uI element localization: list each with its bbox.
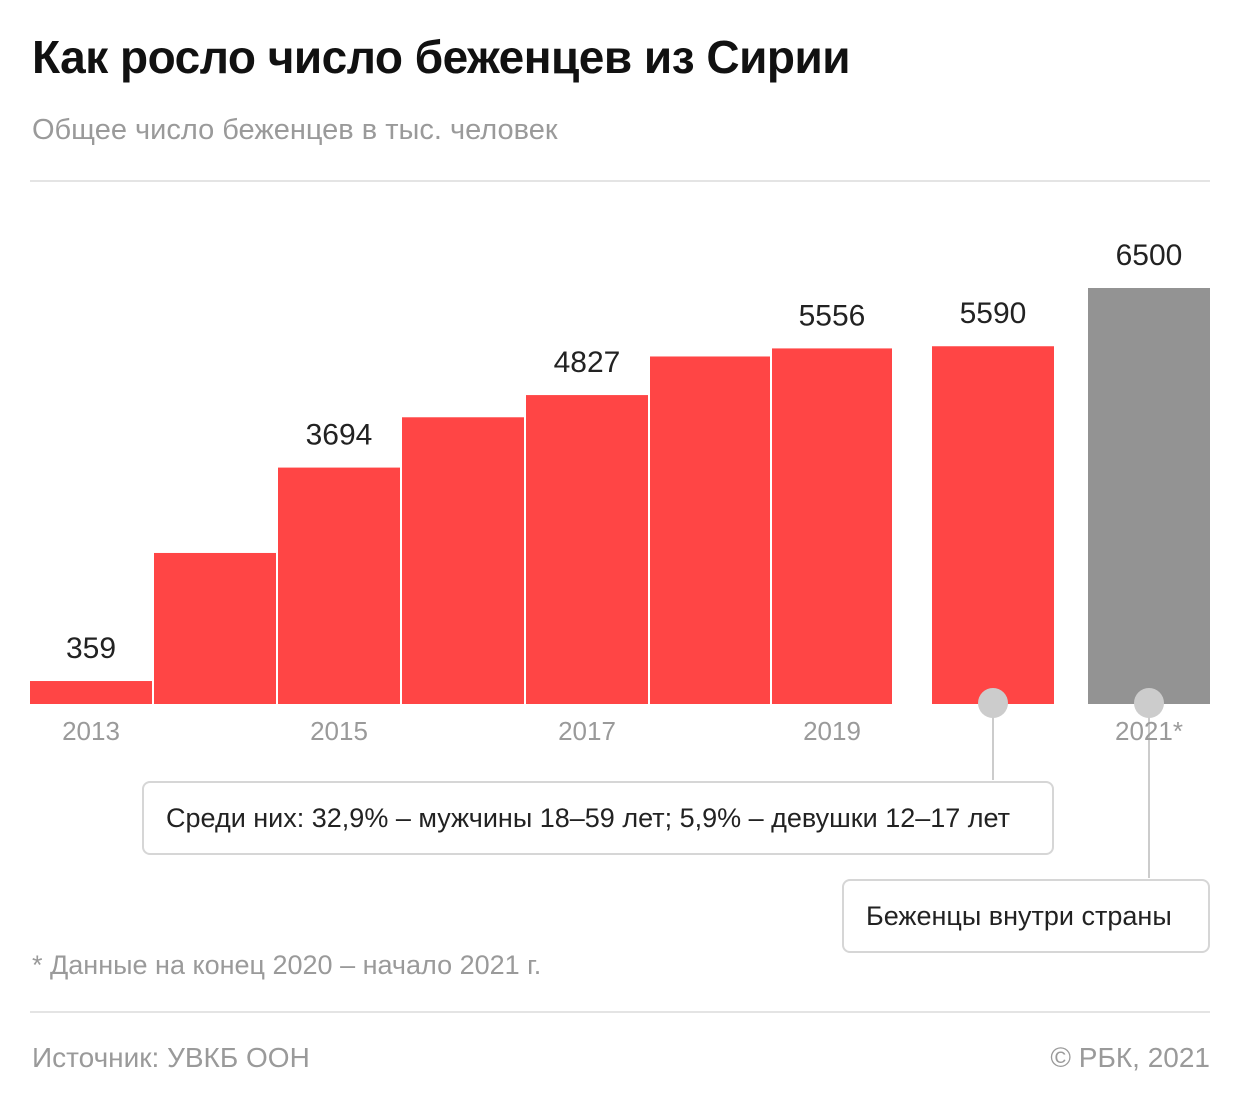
bar-2021 (1088, 288, 1210, 704)
tick-label-2017: 2017 (558, 716, 616, 746)
value-label-2019: 5556 (799, 299, 866, 332)
chart-subtitle: Общее число беженцев в тыс. человек (32, 114, 558, 146)
annotation-internal-refugees: Беженцы внутри страны (842, 879, 1210, 953)
bar-2014 (154, 552, 276, 704)
bar-2020 (932, 346, 1054, 704)
annotation-dots (978, 688, 1164, 718)
copyright: © РБК, 2021 (1050, 1042, 1210, 1073)
bar-2017 (526, 395, 648, 704)
tick-label-2015: 2015 (310, 716, 368, 746)
top-divider (30, 180, 1210, 182)
bar-2019 (772, 348, 892, 704)
footnote: * Данные на конец 2020 – начало 2021 г. (32, 950, 542, 980)
value-label-2013: 359 (66, 632, 116, 665)
bar-2016 (402, 417, 524, 704)
value-label-2017: 4827 (554, 346, 621, 379)
bar-2013 (30, 681, 152, 704)
bottom-divider (30, 1011, 1210, 1013)
value-label-2021: 6500 (1116, 239, 1183, 272)
value-labels: 359 3694 4827 5556 5590 6500 (66, 239, 1182, 665)
tick-label-2019: 2019 (803, 716, 861, 746)
annotation-dot (978, 688, 1008, 718)
tick-label-2013: 2013 (62, 716, 120, 746)
annotation-among-them: Среди них: 32,9% – мужчины 18–59 лет; 5,… (142, 781, 1054, 855)
bars (30, 288, 1210, 704)
bar-2015 (278, 467, 400, 704)
source: Источник: УВКБ ООН (32, 1042, 310, 1073)
annotation-dot (1134, 688, 1164, 718)
chart-title: Как росло число беженцев из Сирии (32, 31, 851, 83)
tick-label-2021: 2021* (1115, 716, 1183, 746)
bar-2018 (650, 356, 770, 704)
x-tick-labels: 2013 2015 2017 2019 2021* (62, 716, 1183, 746)
value-label-2020: 5590 (960, 297, 1027, 330)
value-label-2015: 3694 (306, 419, 373, 452)
